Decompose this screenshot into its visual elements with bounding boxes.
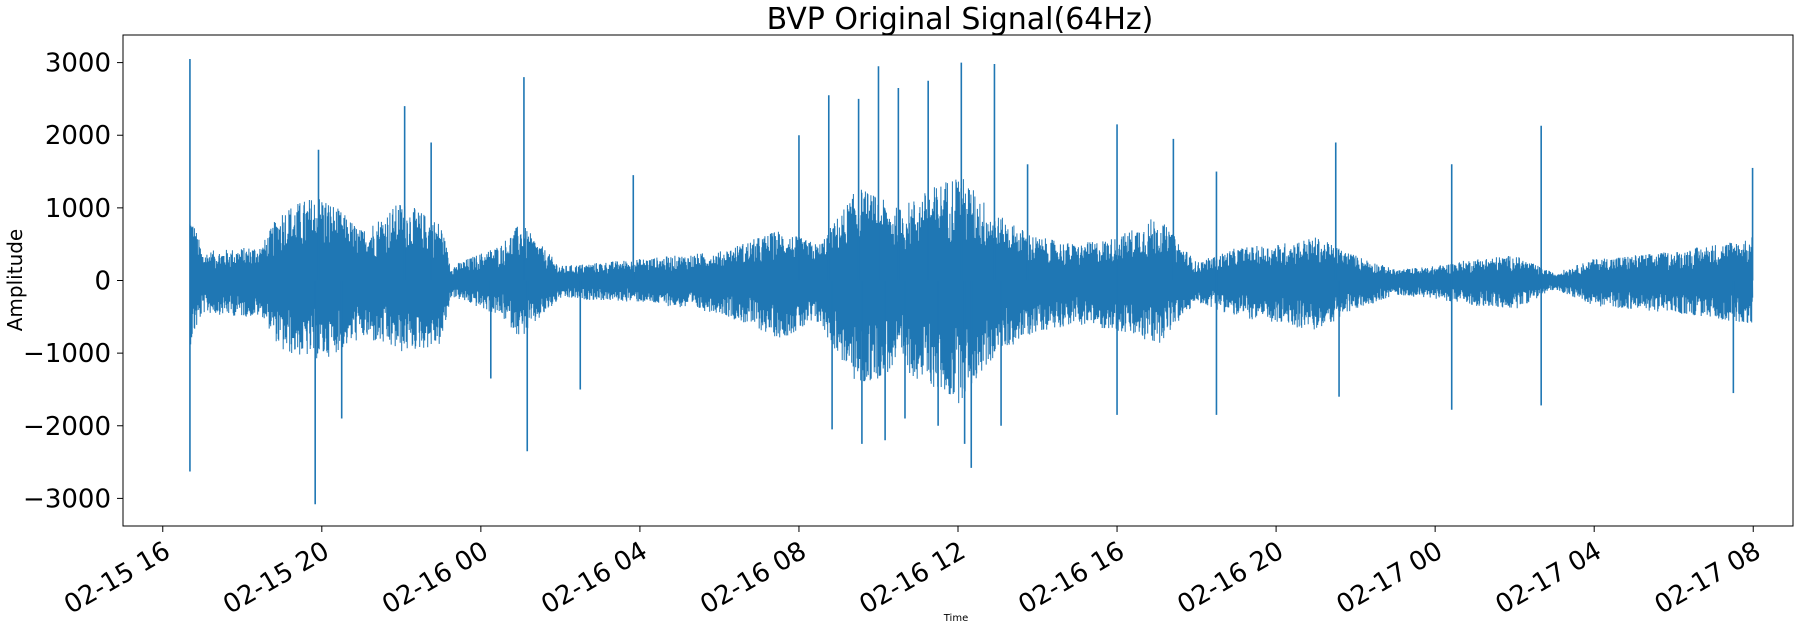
y-tick-label: 3000 xyxy=(45,49,111,79)
y-tick-label: −1000 xyxy=(23,339,111,369)
signal-layer xyxy=(189,58,1754,505)
x-tick-label: 02-16 12 xyxy=(854,536,970,620)
y-ticks: 3000 2000 1000 0 −1000 −2000 −3000 xyxy=(23,49,123,514)
x-tick-label: 02-16 20 xyxy=(1173,536,1289,620)
x-axis-label: Time xyxy=(943,613,968,624)
y-tick-label: 0 xyxy=(94,267,111,297)
x-tick-label: 02-16 08 xyxy=(695,536,811,620)
y-axis-label: Amplitude xyxy=(3,229,27,332)
x-tick-label: 02-15 16 xyxy=(59,536,175,620)
y-tick-label: 1000 xyxy=(45,194,111,224)
plot-frame xyxy=(122,34,1794,527)
x-tick-label: 02-17 04 xyxy=(1491,536,1607,620)
x-ticks: 02-15 16 02-15 20 02-16 00 02-16 04 02-16 08… xyxy=(59,526,1766,620)
x-tick-label: 02-16 16 xyxy=(1014,536,1130,620)
x-tick-label: 02-16 04 xyxy=(536,536,652,620)
y-tick-label: −3000 xyxy=(23,484,111,514)
x-tick-label: 02-17 08 xyxy=(1650,536,1766,620)
x-tick-label: 02-15 20 xyxy=(218,536,334,620)
y-tick-label: 2000 xyxy=(45,121,111,151)
y-tick-label: −2000 xyxy=(23,412,111,442)
x-tick-label: 02-16 00 xyxy=(377,536,493,620)
chart-title: BVP Original Signal(64Hz) xyxy=(767,2,1154,37)
x-tick-label: 02-17 00 xyxy=(1332,536,1448,620)
